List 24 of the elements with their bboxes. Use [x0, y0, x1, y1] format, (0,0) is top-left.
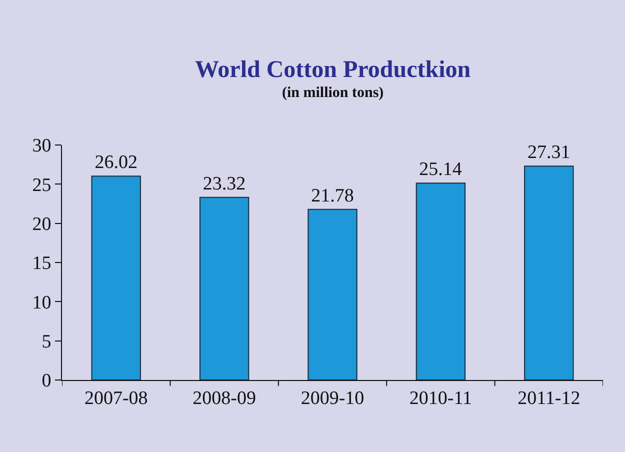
- data-label: 25.14: [419, 159, 462, 180]
- bar: [199, 196, 250, 380]
- y-tick-label: 10: [32, 292, 52, 314]
- data-label: 21.78: [311, 185, 354, 206]
- y-tick-label: 15: [32, 253, 52, 274]
- x-tick-label: 2007-08: [84, 388, 148, 409]
- bar: [91, 176, 141, 380]
- y-tick-label: 0: [42, 370, 52, 392]
- bar: [308, 208, 358, 380]
- x-tick-label: 2009-10: [300, 388, 364, 409]
- x-tick-label: 2010-11: [409, 388, 472, 409]
- data-label: 27.31: [528, 142, 570, 164]
- chart-subtitle: (in million tons): [282, 85, 384, 101]
- data-label: 23.32: [202, 173, 246, 194]
- y-tick-label: 25: [32, 174, 52, 196]
- x-tick-label: 2008-09: [192, 388, 256, 409]
- y-tick-label: 5: [42, 331, 52, 352]
- data-label: 26.02: [94, 152, 138, 174]
- y-tick-label: 20: [32, 214, 52, 235]
- bar: [524, 166, 574, 380]
- chart-title: World Cotton Productkion: [195, 57, 471, 83]
- x-tick-label: 2011-12: [518, 388, 580, 409]
- y-tick-label: 30: [32, 136, 52, 157]
- bar: [416, 182, 466, 380]
